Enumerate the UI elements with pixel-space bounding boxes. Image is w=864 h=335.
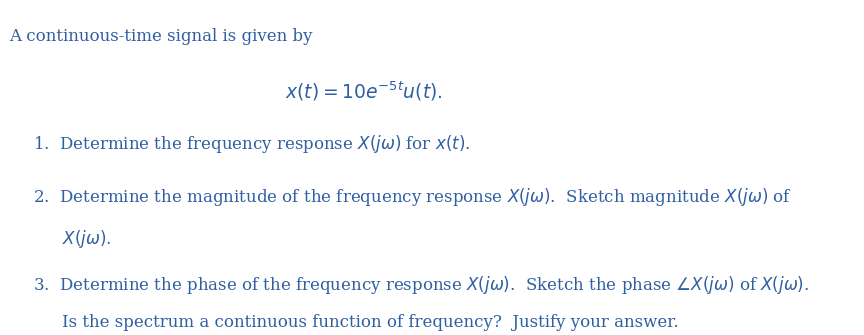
- Text: $x(t) = 10e^{-5t}u(t).$: $x(t) = 10e^{-5t}u(t).$: [285, 80, 442, 103]
- Text: 3.  Determine the phase of the frequency response $X(j\omega)$.  Sketch the phas: 3. Determine the phase of the frequency …: [33, 274, 809, 296]
- Text: $X(j\omega)$.: $X(j\omega)$.: [62, 227, 111, 250]
- Text: A continuous-time signal is given by: A continuous-time signal is given by: [9, 28, 312, 45]
- Text: 1.  Determine the frequency response $X(j\omega)$ for $x(t)$.: 1. Determine the frequency response $X(j…: [33, 133, 470, 155]
- Text: Is the spectrum a continuous function of frequency?  Justify your answer.: Is the spectrum a continuous function of…: [62, 314, 678, 331]
- Text: 2.  Determine the magnitude of the frequency response $X(j\omega)$.  Sketch magn: 2. Determine the magnitude of the freque…: [33, 186, 791, 208]
